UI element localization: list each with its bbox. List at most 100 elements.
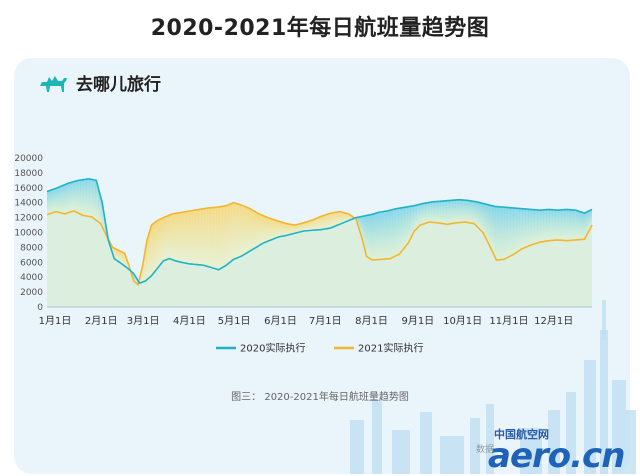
band-fill — [485, 204, 488, 242]
band-fill — [88, 178, 91, 217]
band-fill — [469, 200, 472, 224]
camel-icon — [40, 75, 67, 92]
band-fill — [257, 213, 260, 247]
band-fill — [421, 203, 424, 225]
y-tick-label: 14000 — [14, 199, 43, 209]
band-fill — [217, 206, 219, 270]
band-fill — [167, 215, 170, 260]
band-fill — [208, 207, 210, 268]
band-fill — [190, 210, 192, 265]
band-fill — [299, 223, 301, 233]
band-fill — [450, 200, 452, 224]
band-fill — [478, 202, 481, 230]
band-fill — [385, 210, 388, 259]
band-fill — [173, 213, 176, 261]
band-fill — [329, 213, 331, 229]
band-fill — [315, 217, 318, 231]
band-fill — [324, 214, 327, 230]
band-fill — [297, 223, 300, 233]
band-fill — [214, 207, 216, 269]
band-fill — [85, 179, 88, 217]
skyline-building — [566, 392, 576, 474]
band-fill — [330, 212, 333, 229]
band-fill — [387, 210, 389, 259]
band-fill — [512, 207, 515, 255]
page-title: 2020-2021年每日航班量趋势图 — [150, 16, 490, 41]
band-fill — [233, 202, 236, 260]
band-fill — [587, 210, 590, 234]
band-fill — [270, 218, 273, 240]
band-fill — [471, 200, 473, 224]
band-fill — [490, 205, 492, 251]
band-fill — [242, 205, 245, 256]
band-fill — [196, 209, 198, 265]
band-fill — [215, 207, 218, 270]
band-fill — [244, 206, 246, 255]
band-fill — [509, 207, 512, 257]
band-fill — [317, 217, 319, 230]
y-tick-label: 0 — [37, 303, 43, 313]
y-axis: 0 2000 4000 6000 8000 10000 12000 14000 16000 180… — [14, 154, 43, 313]
x-tick-label: 11月1日 — [489, 315, 528, 327]
band-fill — [156, 220, 158, 271]
band-fill — [403, 207, 406, 249]
band-fill — [527, 209, 530, 247]
skyline-building — [420, 412, 432, 474]
band-fill — [170, 213, 173, 260]
band-fill — [589, 210, 591, 231]
band-fill — [502, 207, 504, 260]
band-fill — [586, 211, 588, 237]
band-fill — [312, 219, 315, 231]
band-fill — [114, 248, 116, 260]
band-fill — [290, 224, 292, 235]
band-fill — [371, 214, 373, 261]
band-fill — [245, 206, 248, 254]
band-fill — [123, 252, 125, 267]
band-fill — [291, 224, 294, 234]
band-fill — [309, 220, 312, 231]
band-fill — [326, 214, 328, 229]
skyline — [350, 300, 636, 474]
band-fill — [427, 202, 430, 223]
band-fill — [508, 207, 510, 258]
band-fill — [553, 209, 555, 241]
band-fill — [251, 209, 254, 251]
band-fill — [399, 207, 401, 255]
band-fill — [47, 190, 49, 215]
x-tick-label: 6月1日 — [264, 315, 297, 327]
series-2020-line — [46, 178, 593, 285]
band-fill — [153, 222, 155, 274]
band-fill — [542, 209, 545, 242]
band-fill — [300, 223, 303, 232]
band-fill — [382, 211, 385, 260]
x-tick-label: 8月1日 — [355, 315, 388, 327]
band-fill — [75, 180, 77, 213]
band-fill — [281, 222, 283, 237]
band-fill — [520, 208, 522, 250]
band-fill — [463, 200, 466, 223]
band-fill — [191, 210, 194, 265]
band-fill — [572, 209, 575, 241]
band-fill — [457, 199, 460, 223]
skyline-building — [470, 418, 480, 474]
band-fill — [284, 223, 286, 236]
band-fill — [474, 201, 476, 226]
band-fill — [484, 203, 486, 239]
band-fill — [375, 212, 377, 260]
band-fill — [323, 215, 325, 230]
skyline-spire — [602, 300, 606, 340]
band-fill — [551, 209, 554, 241]
band-fill — [468, 200, 470, 223]
band-fill — [69, 182, 71, 213]
band-fill — [199, 209, 201, 265]
band-fill — [296, 224, 298, 233]
band-fill — [227, 204, 230, 265]
band-fill — [269, 218, 271, 241]
band-fill — [232, 202, 234, 261]
band-fill — [96, 180, 98, 222]
band-fill — [48, 190, 50, 215]
band-fill — [445, 200, 448, 225]
band-fill — [590, 209, 592, 228]
band-fill — [539, 210, 542, 243]
band-fill — [55, 187, 58, 213]
